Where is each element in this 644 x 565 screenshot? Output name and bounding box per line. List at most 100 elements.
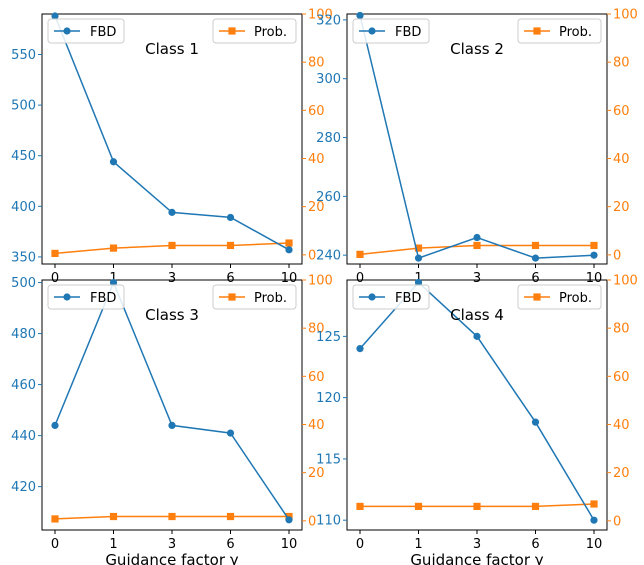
legend-label: Prob.	[254, 25, 287, 40]
data-point-fbd	[109, 278, 118, 287]
right-tick-label: 100	[308, 8, 333, 23]
right-tick-label: 60	[613, 104, 630, 119]
x-tick-label: 10	[586, 537, 603, 552]
left-tick-label: 260	[316, 190, 341, 205]
right-tick-label: 60	[613, 370, 630, 385]
right-tick-label: 80	[308, 56, 325, 71]
data-point-prob	[531, 241, 540, 250]
x-tick-label: 10	[586, 271, 603, 286]
left-tick-label: 240	[316, 249, 341, 264]
panel-title: Class 2	[450, 40, 504, 58]
legend-box	[352, 18, 430, 44]
right-tick-label: 0	[308, 248, 316, 263]
right-tick-label: 20	[308, 200, 325, 215]
legend-box	[212, 18, 297, 44]
right-tick-label: 100	[308, 274, 333, 289]
legend-prob: Prob.	[517, 18, 602, 44]
left-tick-label: 480	[11, 327, 36, 342]
right-tick-label: 80	[308, 322, 325, 337]
left-tick-label: 125	[316, 330, 341, 345]
x-tick-label: 1	[414, 537, 422, 552]
legend-label: Prob.	[559, 25, 592, 40]
x-tick-label: 1	[109, 271, 117, 286]
legend-marker	[63, 293, 71, 301]
right-tick-label: 0	[613, 514, 621, 529]
right-tick-label: 20	[613, 466, 630, 481]
x-tick-label: 10	[281, 537, 298, 552]
x-tick-label: 3	[168, 537, 176, 552]
x-tick-label: 0	[51, 271, 59, 286]
panel-title: Class 3	[145, 306, 199, 324]
legend-fbd: FBD	[47, 284, 125, 310]
data-point-fbd	[51, 12, 59, 20]
left-tick-label: 500	[11, 99, 36, 114]
data-point-prob	[109, 512, 118, 521]
x-axis-label: Guidance factor γ	[410, 551, 543, 565]
legend-prob: Prob.	[212, 284, 297, 310]
legend-box	[517, 284, 602, 310]
x-tick-label: 0	[356, 271, 364, 286]
legend-marker	[533, 27, 541, 35]
data-point-fbd	[414, 254, 423, 262]
x-tick-label: 1	[414, 271, 422, 286]
data-point-prob	[414, 502, 423, 510]
right-tick-label: 20	[613, 200, 630, 215]
x-tick-label: 3	[473, 537, 481, 552]
legend-marker	[228, 27, 236, 35]
right-tick-label: 0	[613, 248, 621, 263]
data-point-prob	[356, 502, 364, 510]
data-point-prob	[226, 241, 235, 250]
left-tick-label: 115	[316, 452, 341, 467]
data-point-prob	[531, 502, 540, 510]
data-point-prob	[285, 239, 293, 247]
data-point-fbd	[473, 233, 481, 242]
data-point-fbd	[531, 254, 540, 262]
x-tick-label: 3	[168, 271, 176, 286]
legend-label: FBD	[90, 25, 116, 40]
x-tick-label: 1	[109, 537, 117, 552]
chart-panel-2: 240 260 280 300 320 0 20 40 60 80 100 0 1 3 6 10 Class 2…	[316, 8, 638, 287]
x-tick-label: 0	[356, 537, 364, 552]
left-tick-label: 300	[316, 72, 341, 87]
data-point-fbd	[414, 278, 423, 287]
data-point-prob	[109, 244, 118, 252]
data-point-fbd	[226, 429, 235, 437]
data-point-fbd	[531, 418, 540, 426]
legend-marker	[368, 293, 376, 301]
panel-title: Class 4	[450, 306, 504, 324]
right-tick-label: 60	[308, 370, 325, 385]
legend-box	[352, 284, 430, 310]
left-tick-label: 460	[11, 378, 36, 393]
legend-label: Prob.	[559, 291, 592, 306]
legend-marker	[368, 27, 376, 35]
legend-prob: Prob.	[212, 18, 297, 44]
data-point-fbd	[109, 158, 118, 166]
x-tick-label: 6	[226, 271, 234, 286]
data-point-prob	[473, 502, 481, 510]
x-axis-label: Guidance factor γ	[105, 551, 238, 565]
data-point-prob	[590, 500, 598, 508]
right-tick-label: 20	[308, 466, 325, 481]
left-tick-label: 320	[316, 13, 341, 28]
legend-fbd: FBD	[47, 18, 125, 44]
data-point-prob	[590, 241, 598, 250]
data-point-fbd	[356, 11, 364, 20]
legend-fbd: FBD	[352, 284, 430, 310]
legend-marker	[63, 27, 71, 35]
right-tick-label: 60	[308, 104, 325, 119]
data-point-prob	[168, 241, 176, 250]
data-point-prob	[51, 515, 59, 523]
left-tick-label: 500	[11, 276, 36, 291]
legend-box	[212, 284, 297, 310]
legend-box	[47, 284, 125, 310]
right-tick-label: 100	[613, 274, 638, 289]
left-tick-label: 550	[11, 48, 36, 63]
right-tick-label: 0	[308, 514, 316, 529]
panel-title: Class 1	[145, 40, 199, 58]
data-point-fbd	[590, 251, 598, 259]
data-point-prob	[168, 512, 176, 521]
data-point-fbd	[356, 345, 364, 353]
